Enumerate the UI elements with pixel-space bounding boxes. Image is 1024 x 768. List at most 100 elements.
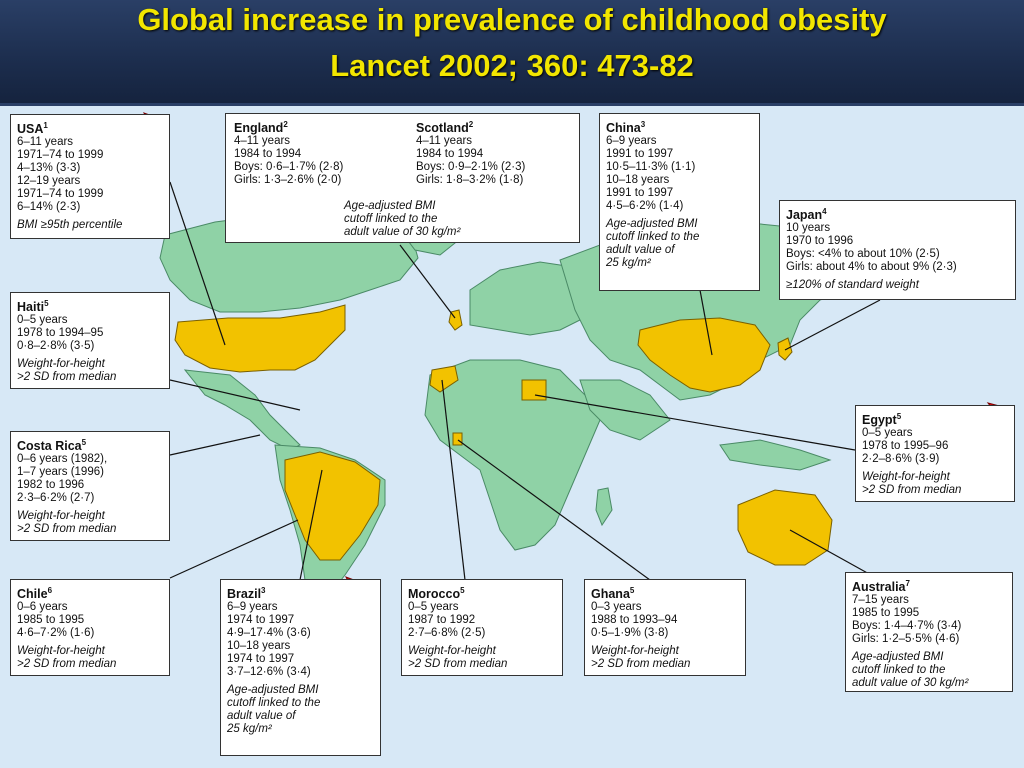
costa-rica-info-box: Costa Rica5 0–6 years (1982), 1–7 years … — [10, 431, 170, 541]
china-line: 10·5–11·3% (1·1) — [606, 161, 696, 174]
ghana-line: 0–3 years — [591, 601, 642, 614]
ghana-note: >2 SD from median — [591, 658, 691, 671]
uk-note: adult value of 30 kg/m² — [344, 226, 461, 238]
indonesia-landmass — [719, 439, 832, 471]
usa-line: 6–11 years — [17, 136, 74, 149]
australia-leader — [789, 529, 881, 581]
egypt-note: >2 SD from median — [862, 484, 962, 497]
japan-leader — [784, 299, 881, 351]
morocco-name: Morocco5 — [408, 586, 465, 602]
usa-highlight — [174, 304, 346, 373]
china-note: cutoff linked to the — [606, 231, 700, 244]
japan-line: Boys: <4% to about 10% (2·5) — [786, 248, 940, 261]
japan-name: Japan4 — [786, 207, 827, 223]
ghana-note: Weight-for-height — [591, 645, 679, 658]
scotland-line: 1984 to 1994 — [416, 148, 484, 161]
australia-note: cutoff linked to the — [852, 664, 946, 677]
china-line: 10–18 years — [606, 174, 670, 187]
usa-line: 6–14% (2·3) — [17, 201, 81, 214]
morocco-leader — [441, 379, 466, 581]
usa-leader — [169, 181, 226, 346]
egypt-info-box: Egypt5 0–5 years 1978 to 1995–96 2·2–8·6… — [855, 405, 1015, 502]
uk-note: cutoff linked to the — [344, 213, 438, 225]
china-line: 1991 to 1997 — [606, 148, 674, 161]
ghana-leader — [457, 439, 651, 581]
costa-rica-line: 2·3–6·2% (2·7) — [17, 492, 95, 505]
scotland-line: 4–11 years — [416, 135, 473, 148]
japan-highlight — [777, 337, 793, 361]
australia-line: 1985 to 1995 — [852, 607, 920, 620]
slide-title: Global increase in prevalence of childho… — [137, 2, 887, 37]
egypt-line: 0–5 years — [862, 427, 913, 440]
usa-line: 1971–74 to 1999 — [17, 188, 104, 201]
japan-line: 10 years — [786, 222, 831, 235]
ghana-line: 1988 to 1993–94 — [591, 614, 678, 627]
costa-rica-note: >2 SD from median — [17, 523, 117, 536]
chile-note: >2 SD from median — [17, 658, 117, 671]
madagascar-landmass — [595, 487, 613, 527]
brazil-leader — [299, 469, 323, 581]
africa-landmass — [424, 359, 601, 551]
brazil-line: 3·7–12·6% (3·4) — [227, 666, 311, 679]
morocco-highlight — [429, 365, 459, 393]
australia-line: Girls: 1·2–5·5% (4·6) — [852, 633, 960, 646]
brazil-note: Age-adjusted BMI — [227, 684, 319, 697]
usa-note: BMI ≥95th percentile — [17, 219, 123, 232]
china-note: Age-adjusted BMI — [606, 218, 698, 231]
haiti-leader — [169, 379, 301, 411]
haiti-line: 0–5 years — [17, 314, 68, 327]
haiti-name: Haiti5 — [17, 299, 49, 315]
egypt-line: 1978 to 1995–96 — [862, 440, 949, 453]
brazil-line: 1974 to 1997 — [227, 614, 295, 627]
brazil-line: 4·9–17·4% (3·6) — [227, 627, 311, 640]
ghana-highlight — [452, 432, 463, 446]
haiti-line: 1978 to 1994–95 — [17, 327, 104, 340]
morocco-line: 2·7–6·8% (2·5) — [408, 627, 486, 640]
england-line: 4–11 years — [234, 135, 291, 148]
australia-line: Boys: 1·4–4·7% (3·4) — [852, 620, 962, 633]
australia-line: 7–15 years — [852, 594, 909, 607]
chile-info-box: Chile6 0–6 years 1985 to 1995 4·6–7·2% (… — [10, 579, 170, 676]
egypt-line: 2·2–8·6% (3·9) — [862, 453, 940, 466]
china-leader — [699, 289, 713, 356]
china-note: adult value of — [606, 244, 675, 257]
england-name: England2 — [234, 120, 288, 136]
uk-note: Age-adjusted BMI — [344, 200, 436, 212]
usa-line: 12–19 years — [17, 175, 81, 188]
morocco-note: Weight-for-height — [408, 645, 496, 658]
egypt-note: Weight-for-height — [862, 471, 950, 484]
mexico-landmass — [183, 369, 301, 451]
australia-name: Australia7 — [852, 579, 910, 595]
china-line: 4·5–6·2% (1·4) — [606, 200, 684, 213]
costa-rica-name: Costa Rica5 — [17, 438, 87, 454]
scotland-leader — [399, 244, 456, 319]
japan-info-box: Japan4 10 years 1970 to 1996 Boys: <4% t… — [779, 200, 1016, 300]
chile-name: Chile6 — [17, 586, 53, 602]
morocco-info-box: Morocco5 0–5 years 1987 to 1992 2·7–6·8%… — [401, 579, 563, 676]
chile-leader — [169, 519, 299, 579]
costa-rica-line: 1982 to 1996 — [17, 479, 85, 492]
australia-info-box: Australia7 7–15 years 1985 to 1995 Boys:… — [845, 572, 1013, 692]
brazil-name: Brazil3 — [227, 586, 266, 602]
morocco-note: >2 SD from median — [408, 658, 508, 671]
brazil-note: adult value of — [227, 710, 296, 723]
china-note: 25 kg/m² — [606, 257, 651, 270]
china-highlight — [637, 317, 771, 393]
chile-line: 4·6–7·2% (1·6) — [17, 627, 95, 640]
scotland-line: Girls: 1·8–3·2% (1·8) — [416, 174, 524, 187]
usa-info-box: USA1 6–11 years 1971–74 to 1999 4–13% (3… — [10, 114, 170, 239]
england-line: 1984 to 1994 — [234, 148, 302, 161]
australia-note: adult value of 30 kg/m² — [852, 677, 969, 690]
costa-rica-line: 1–7 years (1996) — [17, 466, 104, 479]
costa-rica-line: 0–6 years (1982), — [17, 453, 108, 466]
morocco-line: 1987 to 1992 — [408, 614, 476, 627]
scotland-line: Boys: 0·9–2·1% (2·3) — [416, 161, 526, 174]
chile-line: 1985 to 1995 — [17, 614, 85, 627]
morocco-line: 0–5 years — [408, 601, 459, 614]
japan-line: 1970 to 1996 — [786, 235, 854, 248]
scotland-name: Scotland2 — [416, 120, 474, 136]
ghana-info-box: Ghana5 0–3 years 1988 to 1993–94 0·5–1·9… — [584, 579, 746, 676]
brazil-line: 6–9 years — [227, 601, 278, 614]
slide-subtitle: Lancet 2002; 360: 473-82 — [330, 48, 694, 83]
egypt-highlight — [521, 379, 547, 401]
